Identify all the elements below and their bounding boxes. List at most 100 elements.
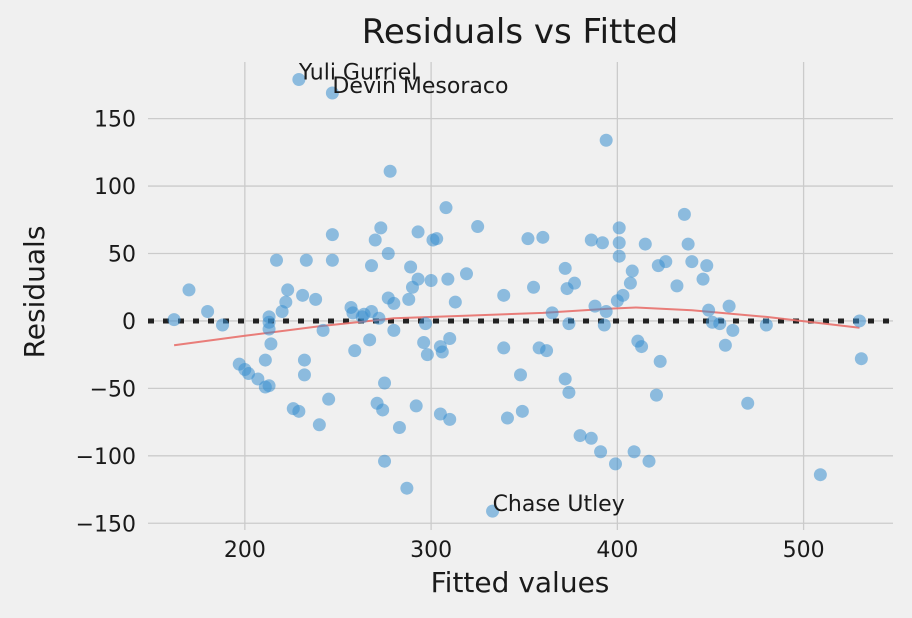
residual-point [685, 255, 699, 269]
residual-point [597, 318, 611, 332]
residual-point [325, 228, 339, 242]
residual-point [443, 412, 457, 426]
residual-point [573, 429, 587, 443]
residual-point [459, 267, 473, 281]
residual-point [852, 314, 866, 328]
residual-points [167, 73, 868, 518]
residual-point [670, 279, 684, 293]
residual-point [649, 388, 663, 402]
residual-point [558, 261, 572, 275]
residual-point [616, 288, 630, 302]
residual-point [608, 457, 622, 471]
y-axis-label: Residuals [18, 226, 51, 359]
residual-point [409, 399, 423, 413]
residual-point [281, 283, 295, 297]
residual-point [348, 344, 362, 358]
residual-point [471, 220, 485, 234]
residual-point [443, 331, 457, 345]
residual-point [378, 454, 392, 468]
residual-point [540, 344, 554, 358]
y-tick-label: 150 [94, 108, 136, 133]
residual-point [718, 338, 732, 352]
residual-point [515, 404, 529, 418]
residual-point [497, 341, 511, 355]
lowess-smooth-line [173, 306, 860, 347]
residual-point [486, 504, 500, 518]
residual-point [325, 86, 339, 100]
residual-point [594, 445, 608, 459]
residual-point [726, 323, 740, 337]
residual-point [527, 280, 541, 294]
residual-point [424, 273, 438, 287]
residual-point [201, 305, 215, 319]
residual-point [677, 207, 691, 221]
residual-point [322, 392, 336, 406]
residual-point [182, 283, 196, 297]
residual-point [562, 317, 576, 331]
residual-point [439, 201, 453, 215]
x-tick-label: 300 [410, 538, 452, 563]
residual-point [625, 264, 639, 278]
y-tick-label: 50 [108, 243, 136, 268]
residual-point [599, 305, 613, 319]
residual-point [411, 225, 425, 239]
residual-point [381, 247, 395, 261]
residual-point [387, 296, 401, 310]
residual-point [545, 306, 559, 320]
point-annotation-label: Chase Utley [493, 492, 625, 517]
residual-point [292, 404, 306, 418]
residual-point [759, 318, 773, 332]
y-tick-label: −50 [90, 377, 136, 402]
residual-point [316, 323, 330, 337]
residual-point [372, 311, 386, 325]
residual-point [297, 368, 311, 382]
residual-point [292, 73, 306, 87]
residual-point [299, 253, 313, 267]
residual-point [536, 230, 550, 244]
residual-point [521, 232, 535, 246]
residual-point [419, 317, 433, 331]
residual-point [702, 303, 716, 317]
residual-point [700, 259, 714, 273]
residual-point [722, 299, 736, 313]
lowess-line-group [173, 306, 860, 347]
residual-point [623, 276, 637, 290]
residual-point [713, 317, 727, 331]
residual-point [588, 299, 602, 313]
residual-point [435, 345, 449, 359]
residual-point [296, 288, 310, 302]
residual-point [400, 481, 414, 495]
residual-point [813, 468, 827, 482]
residual-point [584, 233, 598, 247]
residual-point [612, 221, 626, 235]
point-annotation-label: Yuli Gurriel [298, 61, 418, 86]
residual-point [595, 236, 609, 250]
residual-point [404, 260, 418, 274]
residual-point [696, 272, 710, 286]
residual-point [420, 348, 434, 362]
chart-title: Residuals vs Fitted [362, 12, 678, 52]
residual-point [167, 313, 181, 327]
x-axis-ticks: 200 300 400 500 [224, 538, 825, 563]
residual-point [325, 253, 339, 267]
residual-point [500, 411, 514, 425]
residual-point [297, 353, 311, 367]
y-tick-label: 100 [94, 175, 136, 200]
residual-point [638, 237, 652, 251]
residual-point [659, 255, 673, 269]
residual-point [392, 420, 406, 434]
residual-point [584, 431, 598, 445]
residual-point [411, 272, 425, 286]
residual-point [363, 333, 377, 347]
x-tick-label: 500 [783, 538, 825, 563]
residual-point [497, 288, 511, 302]
residual-point [365, 259, 378, 273]
residual-point [312, 418, 326, 432]
y-tick-label: 0 [122, 310, 136, 335]
residual-point [402, 292, 416, 306]
residual-point [270, 253, 284, 267]
residual-point [558, 372, 572, 386]
residual-point [258, 353, 272, 367]
residual-point [378, 376, 392, 390]
